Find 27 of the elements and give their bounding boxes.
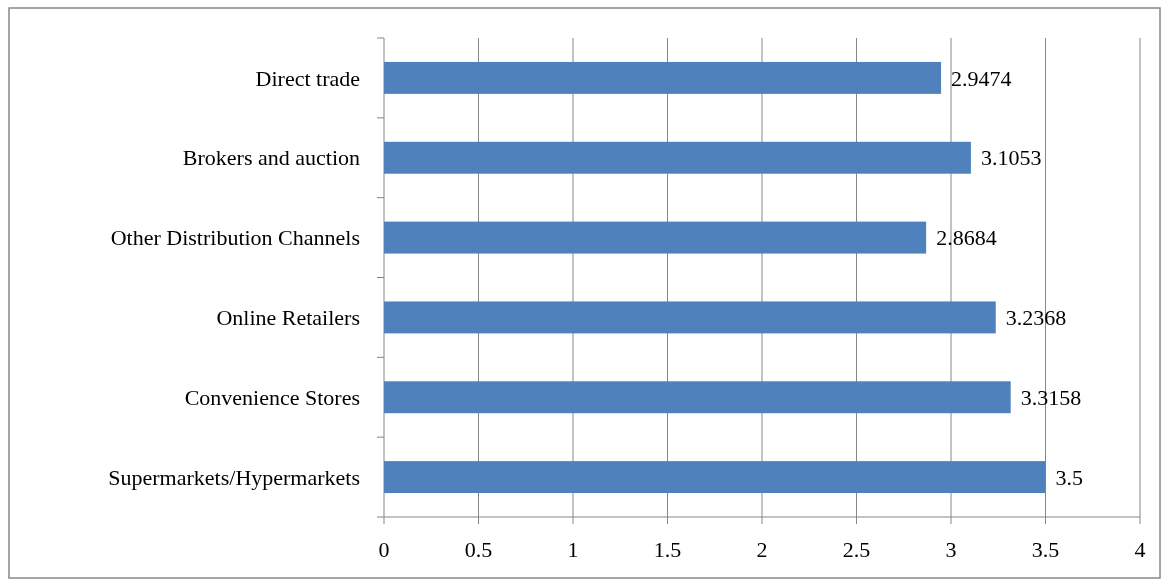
x-tick-label: 0 (378, 537, 390, 562)
data-label: 3.5 (1055, 464, 1083, 490)
x-tick-label: 2 (756, 537, 768, 562)
x-tick-label: 1 (567, 537, 579, 562)
data-label: 2.9474 (951, 65, 1012, 91)
x-tick-label: 0.5 (464, 537, 493, 562)
bar (384, 61, 942, 94)
bar (384, 461, 1046, 494)
bar (384, 221, 927, 254)
bar (384, 381, 1011, 414)
data-label: 2.8684 (936, 225, 997, 251)
x-tick-label: 3.5 (1031, 537, 1060, 562)
y-tick-label: Direct trade (255, 65, 360, 91)
data-label: 3.2368 (1005, 305, 1067, 331)
bar (384, 141, 971, 174)
y-tick-label: Supermarkets/Hypermarkets (108, 464, 360, 490)
data-label: 3.1053 (980, 145, 1042, 171)
y-tick-label: Convenience Stores (184, 384, 360, 410)
data-label: 3.3158 (1020, 384, 1082, 410)
y-tick-label: Brokers and auction (182, 145, 360, 171)
x-tick-label: 1.5 (653, 537, 682, 562)
x-tick-label: 4 (1134, 537, 1146, 562)
x-tick-label: 3 (945, 537, 957, 562)
bar (384, 301, 996, 334)
x-tick-label: 2.5 (842, 537, 871, 562)
y-tick-label: Online Retailers (216, 305, 360, 331)
y-tick-label: Other Distribution Channels (110, 225, 360, 251)
